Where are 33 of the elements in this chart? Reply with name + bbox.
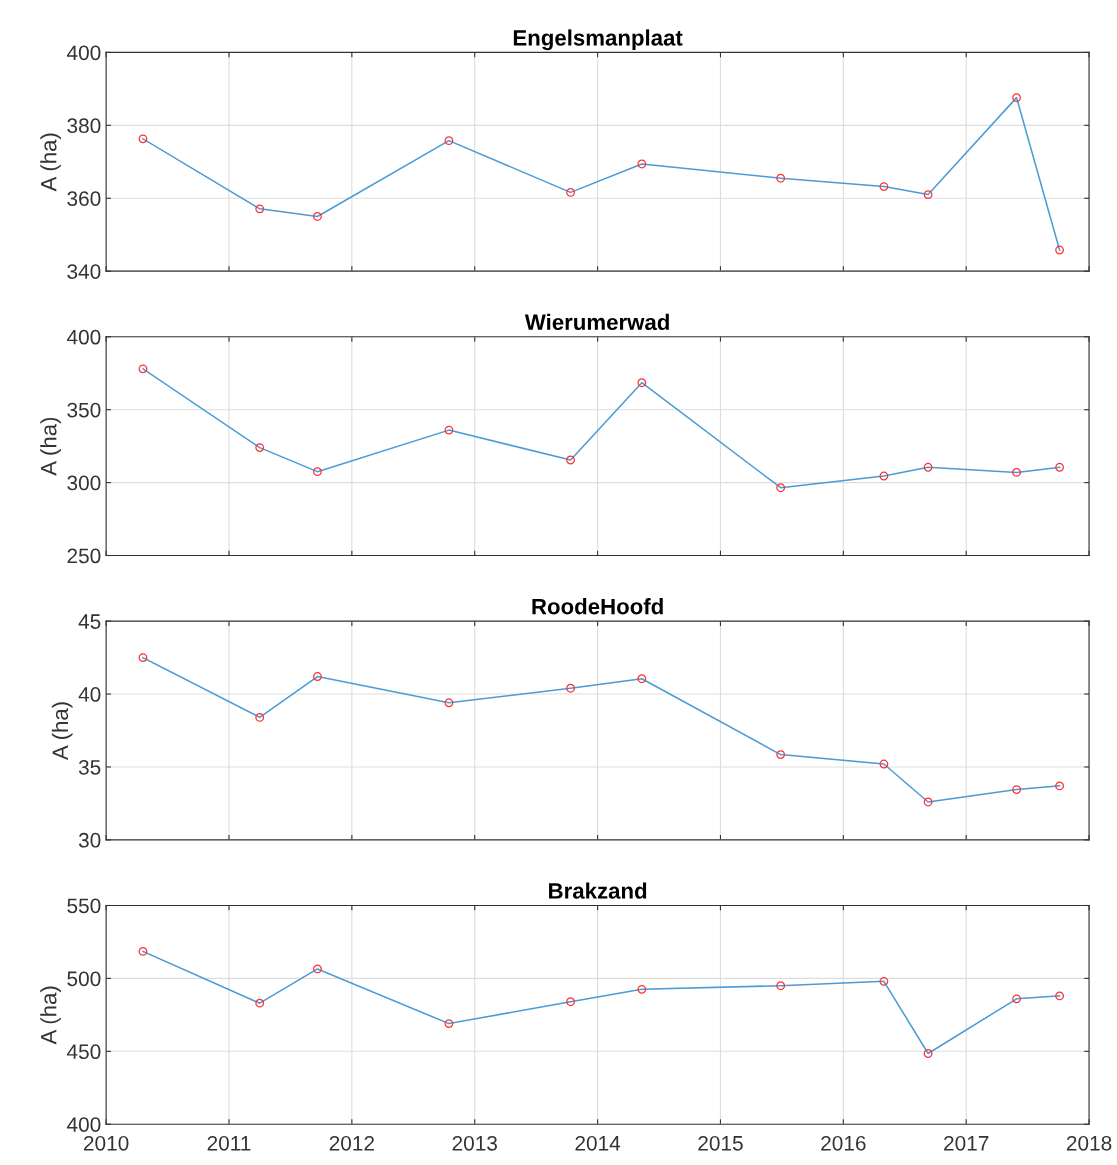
y-tick-label: 500 xyxy=(67,971,101,987)
y-axis-title: A (ha) xyxy=(40,133,61,192)
y-tick-label: 400 xyxy=(66,1117,101,1132)
y-tick-label: 300 xyxy=(67,475,101,491)
x-tick-label: 2014 xyxy=(575,1135,621,1151)
x-tick-label: 2015 xyxy=(698,1135,743,1151)
y-tick-label: 40 xyxy=(78,687,101,702)
x-tick-label: 2017 xyxy=(944,1135,989,1151)
x-tick-label: 2012 xyxy=(329,1135,374,1151)
y-axis-title: A (ha) xyxy=(40,986,61,1045)
y-tick-label: 400 xyxy=(66,329,101,345)
y-tick-label: 45 xyxy=(78,614,101,629)
chart-title: Engelsmanplaat xyxy=(513,29,683,51)
x-tick-label: 2010 xyxy=(83,1135,129,1151)
y-tick-label: 30 xyxy=(78,832,101,848)
y-tick-label: 380 xyxy=(67,118,101,134)
y-tick-label: 340 xyxy=(67,264,101,279)
y-tick-label: 250 xyxy=(67,548,101,564)
y-axis-title: A (ha) xyxy=(40,417,61,476)
y-tick-label: 450 xyxy=(66,1044,101,1060)
x-tick-label: 2013 xyxy=(452,1135,497,1151)
y-tick-label: 400 xyxy=(66,45,101,61)
chart-title: Wierumerwad xyxy=(524,313,669,331)
x-tick-label: 2018 xyxy=(1066,1135,1112,1151)
y-tick-label: 360 xyxy=(67,191,101,206)
y-tick-label: 350 xyxy=(67,402,101,418)
y-tick-label: 550 xyxy=(67,898,101,914)
y-axis-title: A (ha) xyxy=(51,702,73,761)
x-tick-label: 2016 xyxy=(821,1135,866,1151)
y-tick-label: 35 xyxy=(78,759,101,775)
chart-title: Brakzand xyxy=(549,882,647,899)
chart-title: RoodeHoofd xyxy=(532,598,663,615)
x-tick-label: 2011 xyxy=(207,1135,251,1151)
